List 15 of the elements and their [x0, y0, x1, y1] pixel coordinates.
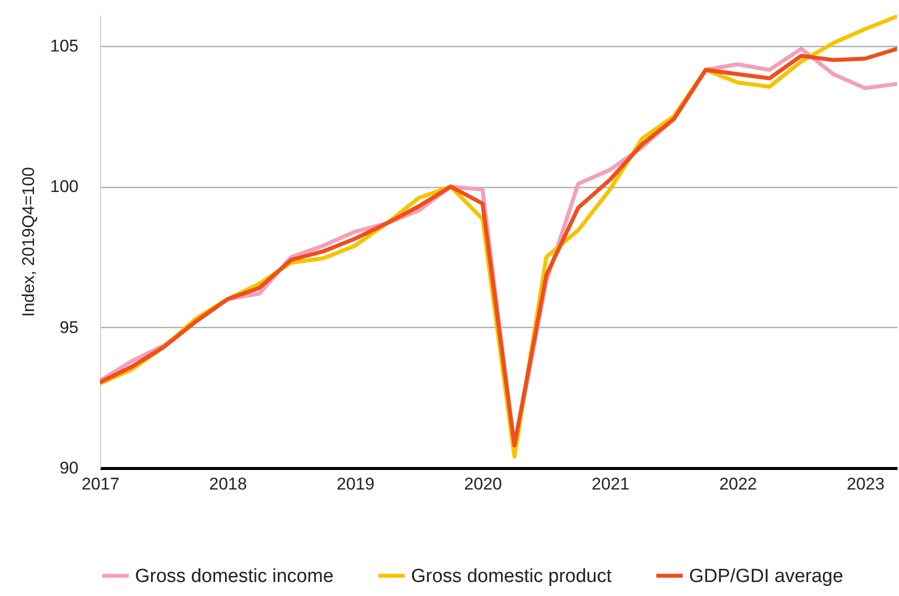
y-tick-label: 95 [60, 318, 78, 337]
y-axis-title: Index, 2019Q4=100 [19, 167, 38, 317]
legend-label: GDP/GDI average [689, 566, 844, 587]
y-tick-label: 90 [60, 458, 78, 478]
x-tick-label: 2019 [336, 474, 374, 494]
x-tick-label: 2017 [82, 474, 120, 494]
legend-label: Gross domestic income [135, 566, 334, 587]
x-tick-label: 2021 [592, 474, 630, 494]
y-tick-label: 100 [50, 177, 78, 196]
x-tick-label: 2023 [846, 474, 885, 494]
x-tick-label: 2022 [719, 474, 758, 494]
x-tick-label: 2018 [209, 474, 247, 494]
y-tick-label: 105 [50, 36, 78, 56]
x-tick-label: 2020 [464, 474, 502, 494]
legend-label: Gross domestic product [411, 566, 612, 587]
